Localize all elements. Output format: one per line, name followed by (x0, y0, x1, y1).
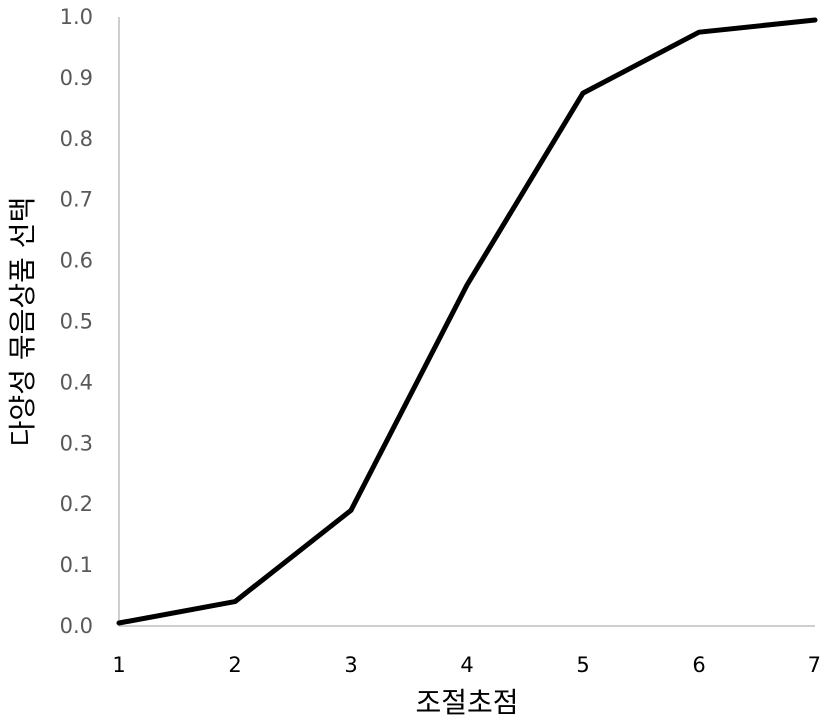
y-axis-title: 다양성 묶음상품 선택 (6, 197, 39, 447)
y-tick-label: 0.8 (60, 127, 93, 151)
x-tick-label: 6 (692, 653, 705, 677)
y-tick-label: 1.0 (60, 5, 93, 29)
x-axis-title: 조절초점 (415, 686, 518, 719)
y-tick-label: 0.3 (60, 431, 93, 455)
y-tick-label: 0.1 (60, 553, 93, 577)
y-tick-label: 0.2 (60, 492, 93, 516)
y-tick-label: 0.5 (60, 310, 93, 334)
y-tick-label: 0.9 (60, 66, 93, 90)
series-layer (116, 17, 818, 626)
x-tick-label: 7 (808, 653, 821, 677)
x-tick-label: 4 (460, 653, 473, 677)
y-axis-ticks: 0.0 0.1 0.2 0.3 0.4 0.5 0.6 0.7 0.8 0.9 1.0 (60, 5, 93, 638)
x-tick-label: 5 (576, 653, 589, 677)
series-line (116, 17, 818, 626)
x-tick-label: 3 (344, 653, 357, 677)
y-tick-label: 0.0 (60, 614, 93, 638)
y-tick-label: 0.6 (60, 249, 93, 273)
x-axis-ticks: 1 2 3 4 5 6 7 (112, 653, 821, 677)
y-tick-label: 0.4 (60, 370, 93, 394)
x-tick-label: 1 (112, 653, 125, 677)
x-tick-label: 2 (228, 653, 241, 677)
y-tick-label: 0.7 (60, 188, 93, 212)
